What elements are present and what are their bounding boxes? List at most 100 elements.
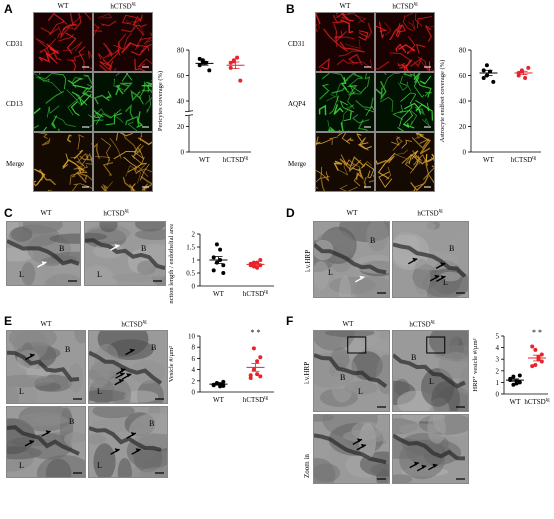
tissue-texture: [92, 407, 135, 419]
endothelial-membrane: [314, 353, 388, 388]
micrograph-cd13-hctsd: [93, 72, 153, 132]
y-tick-label: 80: [459, 47, 467, 55]
vessel-stain: [349, 84, 367, 95]
data-point: [526, 65, 531, 70]
data-point: [539, 359, 544, 364]
vessel-stain: [410, 175, 429, 191]
vessel-stain: [120, 82, 133, 93]
vessel-stain: [329, 136, 338, 145]
vessel-stain: [115, 133, 134, 141]
vessel-stain: [121, 73, 133, 82]
tissue-texture: [393, 474, 413, 483]
vessel-stain: [358, 30, 369, 41]
y-axis-label: HRP⁺ vesicle #/µm²: [472, 338, 479, 391]
data-point: [258, 258, 263, 262]
vessel-stain: [376, 25, 388, 33]
vessel-stain: [419, 59, 434, 71]
vessel-stain: [350, 167, 362, 187]
tissue-texture: [314, 440, 332, 459]
vessel-stain: [417, 16, 432, 29]
vessel-stain: [35, 76, 62, 93]
vessel-stain: [392, 136, 403, 151]
vessel-stain: [413, 76, 425, 98]
vessel-stain: [326, 93, 337, 102]
micrograph-cd31-hctsd: [375, 12, 435, 72]
vessel-stain: [377, 152, 396, 180]
em-image-hctsd-bottom: L B: [88, 406, 168, 478]
vessel-stain: [339, 184, 358, 191]
vessel-stain: [94, 108, 112, 118]
vessel-stain: [102, 162, 114, 176]
vessel-stain: [131, 16, 147, 27]
vessel-stain: [338, 50, 362, 57]
vessel-stain: [103, 42, 113, 58]
data-point: [539, 352, 544, 357]
lumen-label: L: [19, 387, 24, 396]
vessel-stain: [38, 73, 41, 75]
vessel-stain: [127, 122, 138, 131]
data-point: [511, 374, 516, 379]
panel-label-d: D: [286, 206, 295, 220]
vessel-stain: [66, 15, 82, 30]
vessel-stain: [62, 41, 83, 52]
endothelial-membrane: [85, 238, 165, 271]
data-point: [214, 242, 219, 247]
vessel-stain: [368, 174, 374, 183]
vessel-stain: [136, 111, 144, 128]
data-point: [530, 344, 535, 349]
tissue-texture: [7, 381, 38, 403]
data-point: [481, 68, 486, 73]
tissue-texture: [393, 222, 436, 236]
vessel-stain: [138, 137, 152, 146]
vessel-stain: [57, 34, 74, 42]
vessel-stain: [424, 91, 432, 97]
basement-label: B: [149, 419, 155, 428]
vessel-stain: [379, 96, 394, 113]
data-point: [221, 263, 226, 268]
x-tick-label-sup: tg: [264, 290, 268, 295]
y-tick-label: 1: [192, 257, 196, 265]
y-tick-label: 40: [177, 98, 185, 106]
em-image-wt-top: L B: [6, 330, 86, 404]
micrograph-cd31-wt: [315, 12, 375, 72]
em-image-hctsd: L B: [392, 221, 469, 298]
vessel-stain: [121, 14, 137, 25]
tissue-texture: [135, 228, 165, 240]
data-point: [491, 79, 496, 84]
vessel-stain: [100, 20, 117, 27]
vessel-stain: [318, 57, 330, 70]
vessel-stain: [389, 52, 411, 63]
vessel-stain: [94, 23, 100, 36]
tissue-texture: [63, 430, 85, 449]
endothelial-membrane: [7, 239, 80, 266]
x-tick-label: WT: [213, 396, 225, 404]
vessel-stain: [85, 174, 92, 181]
data-point: [258, 355, 263, 360]
vessel-stain: [415, 44, 426, 54]
vessel-stain: [413, 73, 421, 84]
vessel-stain: [386, 155, 395, 164]
vessel-stain: [37, 75, 50, 82]
data-point: [248, 373, 253, 378]
data-point: [211, 255, 216, 260]
x-tick-label: hCTSDtg: [524, 398, 550, 406]
vessel-stain: [97, 52, 111, 60]
vessel-stain: [376, 61, 390, 70]
tissue-texture: [123, 390, 159, 403]
lumen-label: L: [429, 377, 434, 386]
data-point: [533, 347, 538, 352]
tissue-texture: [128, 413, 167, 450]
arrow-head: [29, 353, 35, 358]
arrow-head: [440, 275, 446, 280]
tissue-texture: [49, 233, 80, 244]
panel-label-e: E: [4, 314, 13, 328]
tissue-texture: [330, 347, 350, 370]
vessel-stain: [41, 138, 51, 146]
arrow-head: [412, 257, 418, 262]
col-title-wt: WT: [57, 2, 69, 10]
vessel-stain: [395, 43, 407, 53]
vessel-stain: [419, 139, 431, 155]
row-label-merge: Merge: [288, 160, 307, 168]
vessel-stain: [87, 50, 92, 59]
y-tick-label: 2: [192, 231, 196, 239]
